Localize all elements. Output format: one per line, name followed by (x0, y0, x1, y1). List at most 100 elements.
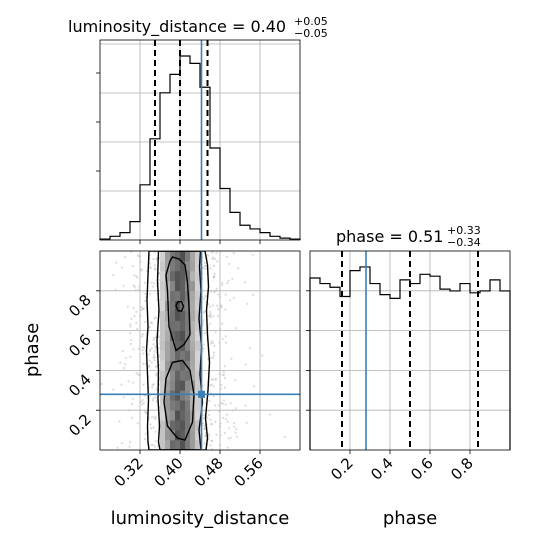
density-bin (160, 370, 166, 381)
joint-density-panel (86, 251, 286, 450)
density-bin (195, 420, 201, 431)
scatter-point (129, 355, 132, 358)
density-bin (170, 390, 176, 401)
scatter-point (131, 264, 134, 268)
scatter-point (128, 409, 131, 412)
scatter-point (144, 432, 147, 435)
x-tick-label-luminosity-distance: 0.32 (110, 454, 146, 490)
scatter-point (202, 409, 205, 412)
scatter-point (214, 257, 217, 261)
density-bin (195, 410, 201, 421)
scatter-point (148, 349, 152, 353)
scatter-point (215, 433, 218, 436)
contour-inner-upper (165, 256, 191, 352)
scatter-point (207, 409, 210, 413)
scatter-point (212, 378, 215, 381)
scatter-point (209, 267, 212, 270)
scatter-point (124, 356, 128, 360)
density-bin (180, 251, 186, 262)
scatter-point (224, 308, 227, 311)
scatter-point (218, 425, 222, 428)
scatter-point (136, 254, 139, 257)
density-bin (195, 270, 201, 282)
scatter-point (149, 262, 152, 265)
scatter-point (204, 267, 207, 270)
density-bin (170, 360, 176, 371)
scatter-point (234, 379, 237, 382)
density-bin (170, 420, 176, 431)
density-bin (195, 340, 201, 351)
scatter-point (142, 307, 145, 310)
scatter-point (224, 403, 227, 406)
y-tick-label-phase: 0.6 (65, 331, 95, 361)
scatter-point (128, 445, 131, 448)
density-bin (160, 310, 166, 321)
scatter-point (154, 365, 157, 369)
scatter-point (211, 251, 214, 254)
axes-frame-hLD (99, 39, 301, 241)
density-bin (175, 260, 181, 272)
density-bin (185, 400, 191, 411)
scatter-point (209, 310, 212, 314)
density-bin (160, 380, 166, 391)
density-bin (180, 290, 186, 302)
scatter-point (204, 435, 207, 438)
density-bin (165, 350, 171, 361)
scatter-point (154, 396, 157, 399)
scatter-point (227, 427, 231, 430)
scatter-point (120, 266, 124, 269)
density-bin (190, 430, 196, 441)
scatter-point (151, 443, 155, 447)
density-bin (165, 330, 171, 341)
density-bin (180, 370, 186, 381)
scatter-point (210, 423, 214, 426)
scatter-point (211, 341, 215, 344)
scatter-point (226, 282, 229, 285)
density-bin (190, 330, 196, 341)
scatter-point (219, 434, 222, 437)
scatter-point (212, 395, 215, 398)
scatter-point (223, 376, 226, 380)
density-bin (170, 370, 176, 381)
histogram-luminosity-distance (99, 55, 301, 240)
scatter-point (120, 383, 123, 386)
scatter-point (130, 317, 133, 321)
scatter-point (213, 290, 216, 294)
scatter-point (220, 383, 223, 387)
scatter-point (147, 353, 150, 356)
scatter-point (203, 261, 207, 264)
density-bin (175, 280, 181, 292)
scatter-point (136, 276, 139, 279)
scatter-point (156, 371, 159, 374)
scatter-point (136, 327, 139, 331)
scatter-point (141, 403, 144, 406)
scatter-point (122, 367, 126, 370)
scatter-point (143, 281, 147, 284)
scatter-point (138, 373, 141, 376)
density-bin (180, 270, 186, 282)
density-bin (170, 251, 176, 262)
density-bin (175, 440, 181, 450)
scatter-point (139, 314, 142, 318)
y-axis-label-phase: phase (22, 323, 43, 377)
density-bin (160, 280, 166, 292)
density-bin (195, 251, 201, 262)
density-bin (180, 310, 186, 321)
scatter-point (251, 253, 254, 256)
density-bin (195, 430, 201, 441)
scatter-point (122, 284, 125, 287)
scatter-point (130, 416, 134, 419)
density-bin (180, 390, 186, 401)
scatter-point (213, 272, 216, 275)
density-bin (175, 320, 181, 331)
scatter-point (229, 402, 232, 405)
scatter-point (233, 425, 236, 428)
scatter-point (151, 285, 154, 288)
scatter-point (149, 266, 152, 270)
scatter-point (222, 370, 225, 374)
density-bin (190, 280, 196, 292)
scatter-point (86, 432, 88, 434)
scatter-point (157, 336, 160, 339)
scatter-point (212, 351, 215, 354)
scatter-point (235, 407, 238, 410)
